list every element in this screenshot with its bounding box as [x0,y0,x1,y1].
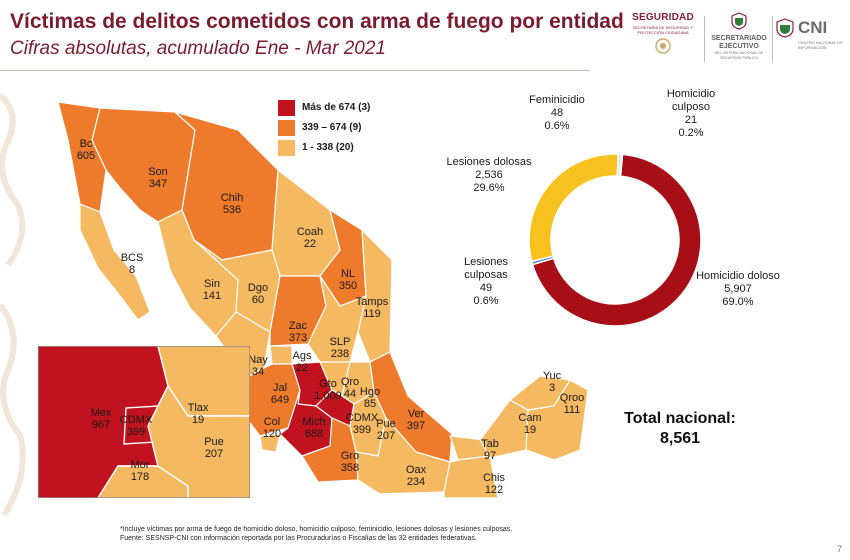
footnote-line-1: *Incluye víctimas por arma de fuego de h… [120,526,513,533]
state-bcs[interactable] [79,203,151,321]
state-label-bc: Bc 605 [76,138,96,162]
donut-label-homicidio-culposo: Homicidio culposo 21 0.2% [666,88,716,139]
state-label-slp: SLP 238 [329,336,351,360]
total-label: Total nacional: [624,410,736,427]
legend-label-mid: 339 – 674 (9) [302,122,362,133]
donut-label-homicidio-doloso: Homicidio doloso 5,907 69.0% [696,270,780,308]
legend-swatch-mid [278,120,295,136]
state-label-tab: Tab 97 [481,438,499,462]
logo-divider [772,16,773,62]
inset-label-mor: Mor 178 [130,459,150,483]
state-label-tamps: Tamps 119 [355,296,389,320]
state-label-nl: NL 350 [338,268,358,292]
state-label-chih: Chih 536 [220,192,244,216]
state-label-mich: Mich 688 [302,416,326,440]
inset-state-pue[interactable] [147,384,250,498]
legend-label-high: Más de 674 (3) [302,102,371,113]
state-label-jal: Jal 649 [270,382,290,406]
state-col[interactable] [259,433,281,453]
state-label-zac: Zac 373 [288,320,308,344]
shield-icon [731,12,747,30]
logo-divider [704,16,705,62]
eagle-seal-icon [655,38,671,54]
footnote-source: Fuente: SESNSP-CNI con información repor… [120,535,477,542]
state-label-coah: Coah 22 [296,226,324,250]
seguridad-logo: SEGURIDAD SECRETARÍA DE SEGURIDAD Y PROT… [624,12,702,59]
secretariado-logo-text: SECRETARIADO EJECUTIVO [711,35,767,50]
footnote: *Incluye víctimas por arma de fuego de h… [120,525,512,543]
page-number: 7 [836,544,842,554]
cni-logo-text: CNI [798,18,828,37]
state-label-qro: Qro 44 [340,376,360,400]
state-label-chis: Chis 122 [482,472,505,496]
state-gro[interactable] [301,417,359,483]
page-title: Víctimas de delitos cometidos con arma d… [10,10,624,33]
yucatan-peninsula-map [479,375,589,461]
donut-label-lesiones-culposas: Lesiones culposas 49 0.6% [463,256,509,307]
state-label-cdmx: CDMX 399 [345,412,379,436]
state-label-col: Col 120 [262,416,282,440]
state-label-pue: Pue 207 [376,418,396,442]
donut-slice-homicidio-culposo[interactable] [618,153,624,178]
state-son[interactable] [91,107,196,223]
donut-label-feminicidio: Feminicidio 48 0.6% [529,94,585,132]
secretariado-logo-subtext: DEL SISTEMA NACIONAL DE SEGURIDAD PÚBLIC… [714,51,764,60]
header-divider [0,70,590,71]
legend-swatch-high [278,100,295,116]
state-label-dgo: Dgo 60 [247,282,269,306]
state-label-gto: Gto 1,009 [314,378,342,402]
cni-shield-icon [776,18,794,38]
donut-slice-lesiones-dolosas[interactable] [528,153,619,263]
state-label-ver: Ver 397 [406,408,426,432]
inset-label-pue: Pue 207 [204,436,224,460]
mexico-choropleth-map [57,101,499,499]
state-label-nay: Nay 34 [248,354,268,378]
state-label-qroo: Qroo 111 [559,392,585,416]
donut-slice-homicidio-doloso[interactable] [531,153,702,327]
state-label-bcs: BCS 8 [120,252,144,276]
inset-label-cdmx: CDMX 399 [119,414,153,438]
seguridad-logo-subtext: SECRETARÍA DE SEGURIDAD Y PROTECCIÓN CIU… [632,25,694,35]
state-chis[interactable] [443,455,499,499]
secretariado-logo: SECRETARIADO EJECUTIVO DEL SISTEMA NACIO… [708,12,770,60]
background-pattern [0,92,26,517]
central-mexico-inset [38,346,250,498]
donut-label-lesiones-dolosas: Lesiones dolosas 2,536 29.6% [446,156,532,194]
state-label-ags: Ags 22 [292,350,312,374]
seguridad-logo-text: SEGURIDAD [632,12,694,23]
state-label-oax: Oax 234 [405,464,427,488]
cni-logo-subtext: CENTRO NACIONAL DE INFORMACIÓN [798,40,843,50]
state-label-gro: Gro 358 [340,450,360,474]
state-coah[interactable] [271,168,341,277]
state-label-sin: Sin 141 [202,278,222,302]
inset-label-mex: Mex 967 [90,407,112,431]
page-subtitle: Cifras absolutas, acumulado Ene - Mar 20… [10,38,386,59]
state-label-son: Son 347 [148,166,168,190]
state-qroo[interactable] [525,379,589,461]
crime-type-donut-chart [528,153,702,327]
state-label-yuc: Yuc 3 [542,370,562,394]
legend-label-low: 1 - 338 (20) [302,142,354,153]
inset-label-tlax: Tlax 19 [187,402,209,426]
total-value: 8,561 [659,430,701,447]
state-label-cam: Cam 19 [518,412,542,436]
legend-swatch-low [278,140,295,156]
state-label-hgo: Hgo 85 [359,386,381,410]
institution-logos: SEGURIDAD SECRETARÍA DE SEGURIDAD Y PROT… [624,12,844,68]
